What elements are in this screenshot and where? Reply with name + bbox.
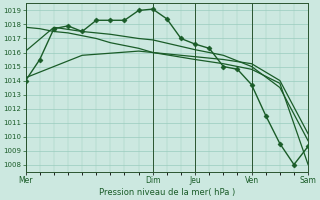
X-axis label: Pression niveau de la mer( hPa ): Pression niveau de la mer( hPa ) bbox=[99, 188, 235, 197]
